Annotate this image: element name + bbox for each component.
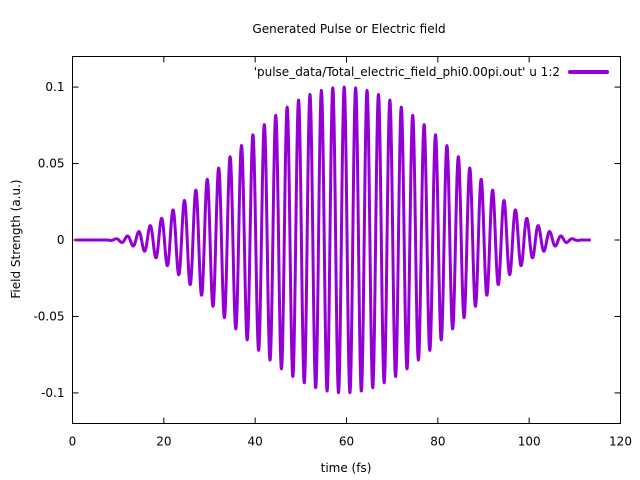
x-tick-label: 20 xyxy=(156,435,171,449)
y-axis-ticks: 0.1 0.05 0 -0.05 -0.1 xyxy=(33,80,621,400)
legend: 'pulse_data/Total_electric_field_phi0.00… xyxy=(254,65,609,79)
chart-title: Generated Pulse or Electric field xyxy=(252,22,445,36)
x-tick-label: 80 xyxy=(430,435,445,449)
y-tick-label: -0.05 xyxy=(33,309,64,323)
series-line xyxy=(73,85,593,395)
y-axis-label: Field Strength (a.u.) xyxy=(9,179,23,298)
y-tick-label: 0.05 xyxy=(38,157,65,171)
legend-label: 'pulse_data/Total_electric_field_phi0.00… xyxy=(254,65,560,79)
x-tick-label: 100 xyxy=(518,435,541,449)
y-tick-label: -0.1 xyxy=(41,386,64,400)
x-tick-label: 40 xyxy=(248,435,263,449)
x-tick-label: 0 xyxy=(69,435,77,449)
x-tick-label: 60 xyxy=(339,435,354,449)
y-tick-label: 0 xyxy=(57,233,65,247)
y-tick-label: 0.1 xyxy=(45,80,64,94)
x-tick-label: 120 xyxy=(609,435,632,449)
series-layer xyxy=(73,85,593,395)
x-axis-label: time (fs) xyxy=(321,461,372,475)
x-axis-ticks: 0 20 40 60 80 100 120 xyxy=(69,56,632,449)
